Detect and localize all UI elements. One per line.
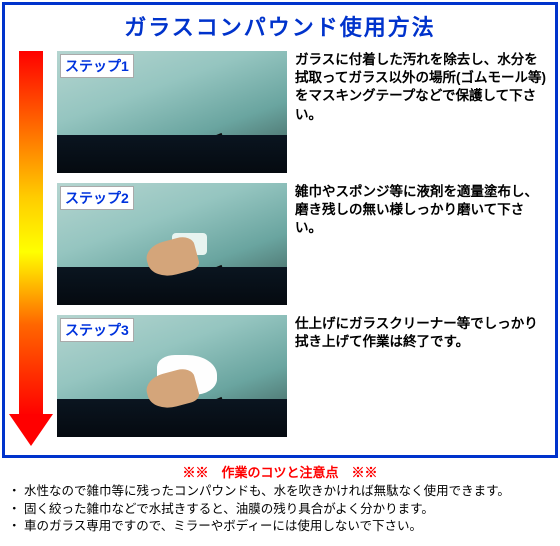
step-description: ガラスに付着した汚れを除去し、水分を拭取ってガラス以外の場所(ゴムモール等)をマ… [295,51,549,173]
note-item: ・ 車のガラス専用ですので、ミラーやボディーには使用しないで下さい。 [8,518,552,536]
step-description: 雑巾やスポンジ等に液剤を適量塗布し、磨き残しの無い様しっかり磨いて下さい。 [295,183,549,305]
note-item: ・ 水性なので雑巾等に残ったコンパウンドも、水を吹きかければ無駄なく使用できます… [8,483,552,501]
note-item: ・ 固く絞った雑巾などで水拭きすると、油膜の残り具合がよく分かります。 [8,501,552,519]
step-description: 仕上げにガラスクリーナー等でしっかり拭き上げて作業は終了です。 [295,315,549,437]
body: ステップ1 ガラスに付着した汚れを除去し、水分を拭取ってガラス以外の場所(ゴムモー… [5,47,555,455]
container: ガラスコンパウンド使用方法 ステップ1 ガラスに付着した汚れを除去し、水分を拭取っ… [2,2,558,458]
step-row: ステップ2 雑巾やスポンジ等に液剤を適量塗布し、磨き残しの無い様しっかり磨いて下さ… [57,183,549,305]
notes-title: ※※ 作業のコツと注意点 ※※ [8,462,552,481]
notes-list: ・ 水性なので雑巾等に残ったコンパウンドも、水を吹きかければ無駄なく使用できます… [8,483,552,536]
step-label: ステップ1 [60,54,134,78]
page-title: ガラスコンパウンド使用方法 [5,5,555,47]
step-photo: ステップ2 [57,183,287,305]
step-photo: ステップ3 [57,315,287,437]
gradient-arrow-icon [9,51,53,451]
notes-section: ※※ 作業のコツと注意点 ※※ ・ 水性なので雑巾等に残ったコンパウンドも、水を… [8,462,552,536]
step-label: ステップ3 [60,318,134,342]
step-row: ステップ3 仕上げにガラスクリーナー等でしっかり拭き上げて作業は終了です。 [57,315,549,437]
arrow-column [5,47,57,455]
step-label: ステップ2 [60,186,134,210]
step-row: ステップ1 ガラスに付着した汚れを除去し、水分を拭取ってガラス以外の場所(ゴムモー… [57,51,549,173]
step-photo: ステップ1 [57,51,287,173]
steps-container: ステップ1 ガラスに付着した汚れを除去し、水分を拭取ってガラス以外の場所(ゴムモー… [57,47,555,455]
